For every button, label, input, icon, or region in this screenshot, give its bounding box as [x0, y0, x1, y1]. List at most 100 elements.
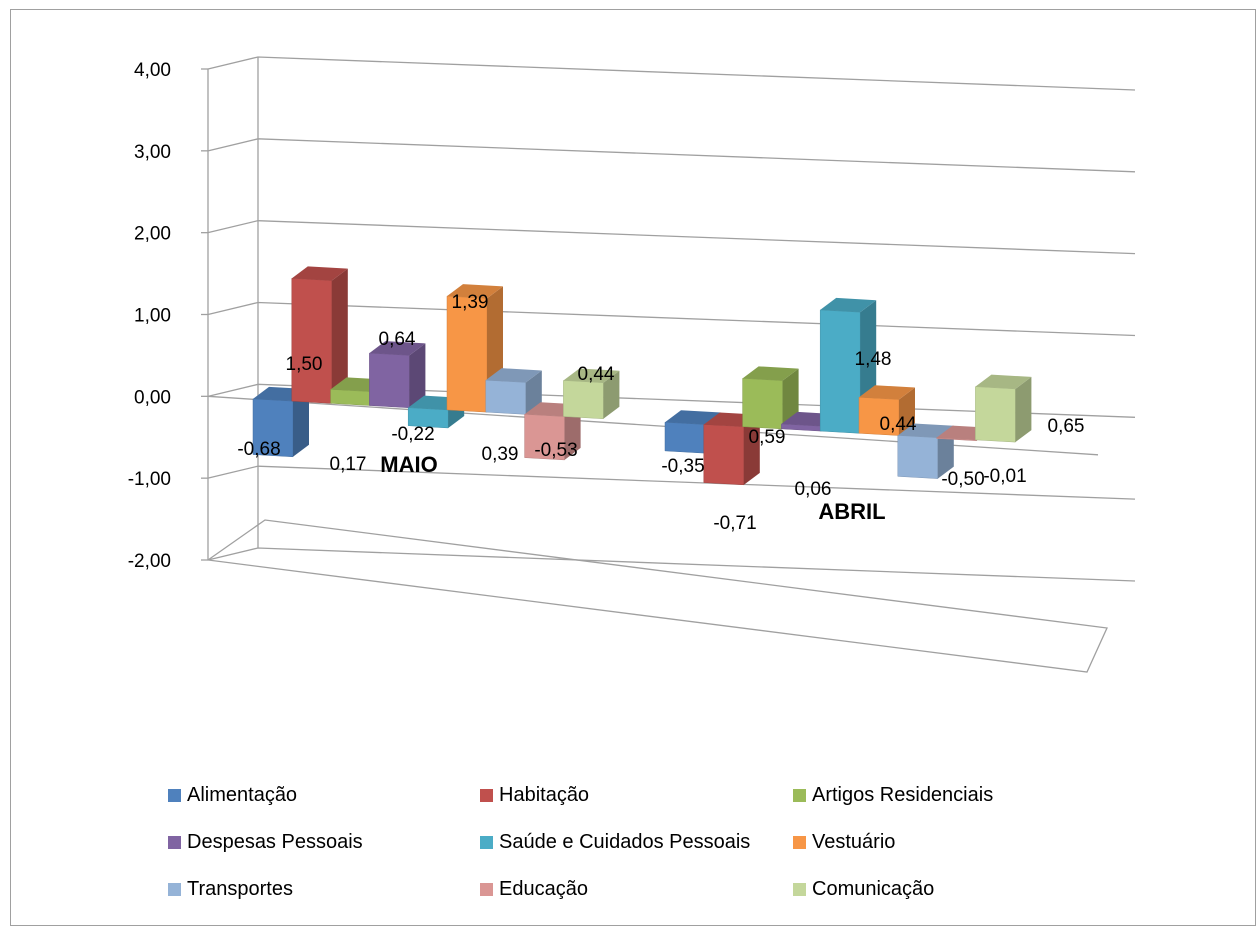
y-tick-label: 0,00 [134, 387, 171, 408]
data-label: 0,44 [578, 364, 615, 385]
bar [563, 368, 620, 420]
bar-side [603, 370, 620, 419]
bar-side [782, 368, 799, 429]
bar-side [331, 268, 348, 404]
y-tick-label: -1,00 [128, 469, 171, 490]
data-label: 0,64 [379, 329, 416, 350]
x-category-label: ABRIL [818, 499, 885, 524]
y-tick-label: 1,00 [134, 306, 171, 327]
floor [206, 519, 1108, 673]
bar [742, 366, 799, 430]
legend-swatch [793, 789, 806, 802]
data-label: 0,44 [880, 414, 917, 435]
bar-front [446, 295, 488, 413]
bar [369, 341, 426, 409]
data-label: -0,50 [941, 469, 984, 490]
bar-front [330, 389, 371, 406]
legend-item: Habitação [480, 784, 589, 807]
legend-label: Transportes [187, 878, 293, 900]
legend-swatch [480, 883, 493, 896]
legend-swatch [480, 789, 493, 802]
legend-label: Habitação [499, 784, 590, 806]
bar-front [703, 424, 745, 486]
legend-item: Transportes [168, 878, 293, 901]
bar-front [563, 380, 604, 420]
data-label: 0,39 [482, 444, 519, 465]
x-axis-line [207, 395, 1099, 456]
legend-label: Comunicação [812, 878, 935, 900]
y-tick-label: 4,00 [134, 60, 171, 81]
bar-top [975, 374, 1032, 389]
legend-label: Despesas Pessoais [187, 831, 363, 853]
data-label: 1,50 [286, 354, 323, 375]
legend-label: Artigos Residenciais [812, 784, 994, 806]
legend-item: Comunicação [793, 878, 934, 901]
legend-item: Saúde e Cuidados Pessoais [480, 831, 750, 854]
legend-swatch [793, 883, 806, 896]
bar-top [820, 297, 877, 313]
gridline [207, 547, 1136, 582]
legend-swatch [793, 836, 806, 849]
data-label: 0,17 [330, 454, 367, 475]
data-label: -0,22 [391, 424, 434, 445]
legend-label: Educação [499, 878, 588, 900]
legend-swatch [168, 883, 181, 896]
data-label: 1,48 [855, 349, 892, 370]
bar-front [485, 379, 527, 415]
bar-front [897, 435, 939, 479]
data-label: -0,53 [534, 440, 577, 461]
x-category-label: MAIO [380, 452, 437, 477]
data-label: 1,39 [452, 292, 489, 313]
bar-side [293, 389, 309, 457]
bar-front [664, 421, 706, 454]
bar-side [899, 387, 915, 436]
data-label: 0,65 [1048, 416, 1085, 437]
legend-label: Alimentação [187, 784, 298, 806]
bar-top [485, 368, 542, 383]
data-label: -0,01 [983, 466, 1026, 487]
bar-side [525, 370, 542, 415]
legend-item: Alimentação [168, 784, 297, 807]
data-label: -0,68 [237, 439, 280, 460]
bar-front [369, 352, 410, 409]
legend-item: Vestuário [793, 831, 895, 854]
bar-side [743, 414, 760, 485]
bar-side [1015, 376, 1032, 443]
bar-front [819, 309, 861, 434]
data-label: -0,71 [713, 513, 756, 534]
legend-item: Educação [480, 878, 588, 901]
bar-top [742, 366, 799, 381]
bar [485, 368, 542, 415]
bars [252, 266, 1032, 486]
bar-front [975, 386, 1016, 443]
data-label: -0,35 [661, 456, 704, 477]
bar [858, 385, 915, 436]
chart-frame [10, 9, 1256, 926]
bar-top [859, 385, 915, 400]
bar [703, 412, 760, 486]
bar-top [897, 423, 954, 438]
y-tick-label: -2,00 [128, 551, 171, 572]
bar-side [409, 343, 426, 408]
data-label: 0,06 [795, 479, 832, 500]
bar-front [291, 278, 333, 404]
gridline [207, 220, 1136, 255]
y-tick-label: 2,00 [134, 224, 171, 245]
bar-top [291, 266, 348, 281]
bar-side [564, 404, 581, 460]
legend-label: Vestuário [812, 831, 896, 853]
bar-top [369, 341, 426, 356]
bar-front [742, 378, 783, 430]
gridline [207, 56, 1136, 91]
chart-legend: Alimentação Habitação Artigos Residenciais… [168, 784, 1068, 919]
legend-item: Despesas Pessoais [168, 831, 363, 854]
legend-swatch [168, 789, 181, 802]
bar-top [447, 284, 503, 299]
bar [975, 374, 1032, 443]
gridline [207, 138, 1136, 173]
bar-top [563, 368, 620, 383]
data-label: 0,59 [749, 427, 786, 448]
legend-label: Saúde e Cuidados Pessoais [499, 831, 751, 853]
y-tick-label: 3,00 [134, 142, 171, 163]
